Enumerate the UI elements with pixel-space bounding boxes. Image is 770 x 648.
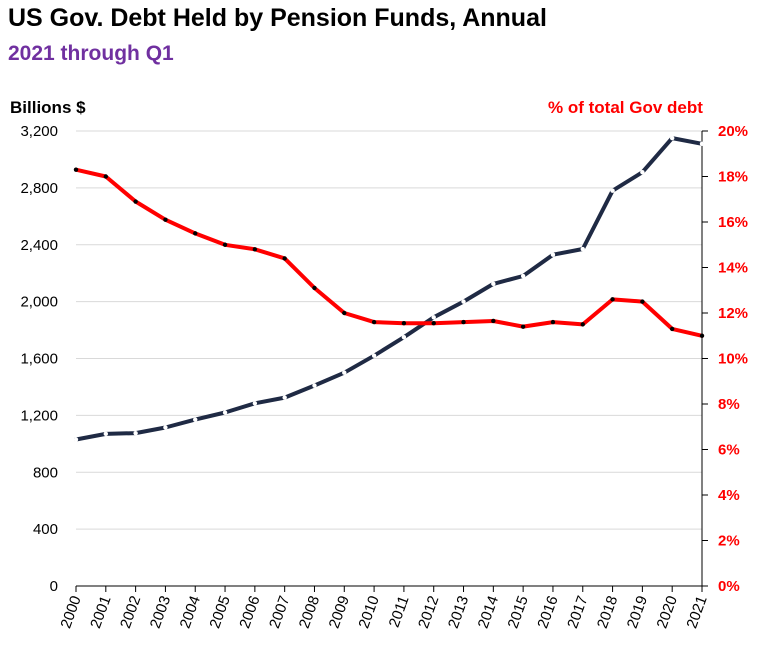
left-tick-label: 2,800: [20, 180, 58, 197]
data-point-pct: [282, 256, 287, 261]
right-tick-label: 14%: [718, 260, 748, 277]
data-point-pct: [461, 319, 466, 325]
data-point-debt: [371, 353, 377, 358]
data-point-pct: [133, 199, 138, 204]
data-point-pct: [699, 333, 705, 338]
data-point-debt: [520, 273, 526, 279]
series: [73, 135, 705, 442]
x-tick-label: 2004: [177, 594, 204, 631]
data-point-debt: [431, 315, 436, 320]
left-tick-label: 800: [33, 464, 58, 481]
x-tick-label: 2001: [87, 594, 114, 631]
data-point-pct: [550, 319, 556, 325]
x-tick-label: 2014: [475, 594, 502, 631]
x-tick-label: 2013: [445, 594, 472, 631]
tick-labels: 0 400 800 1,200 1,600 2,000 2,400 2,800 3,200 0% 2…: [20, 123, 748, 631]
x-tick-label: 2012: [415, 594, 442, 631]
data-point-pct: [669, 326, 675, 332]
x-tick-label: 2017: [564, 594, 591, 631]
data-point-debt: [580, 246, 585, 252]
data-point-pct: [193, 231, 198, 236]
x-tick-label: 2003: [147, 594, 174, 631]
x-tick-label: 2009: [326, 594, 353, 631]
x-tick-label: 2020: [654, 594, 681, 631]
data-point-pct: [610, 297, 615, 302]
right-tick-label: 2%: [718, 533, 740, 550]
data-point-debt: [550, 252, 556, 257]
data-point-pct: [222, 242, 228, 247]
data-point-debt: [491, 281, 496, 287]
data-point-debt: [193, 417, 198, 422]
right-tick-label: 6%: [718, 442, 740, 459]
data-point-pct: [342, 310, 347, 316]
x-tick-label: 2008: [296, 594, 323, 631]
data-point-debt: [252, 401, 258, 406]
data-point-pct: [163, 217, 168, 222]
data-point-pct: [580, 322, 585, 327]
x-tick-label: 2010: [355, 594, 382, 631]
gridlines: [76, 130, 702, 530]
data-point-pct: [520, 324, 526, 329]
right-tick-label: 18%: [718, 169, 748, 186]
x-tick-label: 2007: [266, 594, 293, 631]
right-tick-label: 16%: [718, 214, 748, 231]
data-point-debt: [103, 431, 109, 437]
left-tick-label: 0: [50, 578, 58, 595]
left-tick-label: 1,200: [20, 407, 58, 424]
right-axis-label: % of total Gov debt: [548, 98, 703, 117]
data-point-pct: [431, 321, 436, 326]
data-point-pct: [73, 167, 79, 172]
data-point-debt: [73, 437, 79, 442]
left-tick-label: 3,200: [20, 123, 58, 140]
data-point-debt: [282, 395, 287, 400]
right-tick-label: 8%: [718, 396, 740, 413]
data-point-debt: [163, 425, 168, 430]
right-tick-label: 0%: [718, 578, 740, 595]
x-tick-label: 2015: [505, 594, 532, 631]
left-tick-label: 2,400: [20, 237, 58, 254]
data-point-pct: [103, 174, 109, 179]
right-tick-label: 12%: [718, 305, 748, 322]
data-point-debt: [401, 334, 407, 340]
series-line-debt: [74, 136, 704, 442]
series-line-pct: [74, 167, 704, 338]
data-point-debt: [342, 370, 347, 375]
x-tick-label: 2018: [594, 594, 621, 631]
x-tick-label: 2000: [57, 594, 84, 631]
data-point-debt: [461, 299, 466, 304]
data-point-debt: [699, 141, 705, 146]
x-tick-label: 2011: [386, 594, 413, 630]
x-tick-label: 2002: [117, 594, 144, 631]
x-tick-label: 2019: [624, 594, 651, 631]
data-point-pct: [312, 285, 317, 291]
x-tick-label: 2021: [683, 594, 710, 631]
chart-subtitle: 2021 through Q1: [8, 42, 174, 65]
right-tick-label: 10%: [718, 351, 748, 368]
data-point-debt: [222, 410, 228, 415]
data-point-debt: [640, 170, 645, 175]
data-point-debt: [669, 135, 675, 141]
data-point-debt: [312, 383, 317, 388]
x-tick-label: 2016: [534, 594, 561, 631]
data-point-pct: [401, 321, 407, 326]
chart-title: US Gov. Debt Held by Pension Funds, Annu…: [8, 4, 547, 32]
left-tick-label: 1,600: [20, 351, 58, 368]
data-point-pct: [640, 299, 645, 304]
right-tick-label: 4%: [718, 487, 740, 504]
data-point-pct: [252, 247, 258, 252]
x-tick-label: 2005: [206, 594, 233, 631]
right-tick-label: 20%: [718, 123, 748, 140]
x-tick-label: 2006: [236, 594, 263, 631]
axes: [75, 130, 708, 592]
data-point-pct: [491, 318, 496, 324]
left-tick-label: 400: [33, 521, 58, 538]
left-axis-label: Billions $: [10, 98, 86, 117]
data-point-pct: [371, 319, 377, 325]
left-tick-label: 2,000: [20, 294, 58, 311]
data-point-debt: [610, 188, 615, 193]
data-point-debt: [133, 430, 138, 436]
